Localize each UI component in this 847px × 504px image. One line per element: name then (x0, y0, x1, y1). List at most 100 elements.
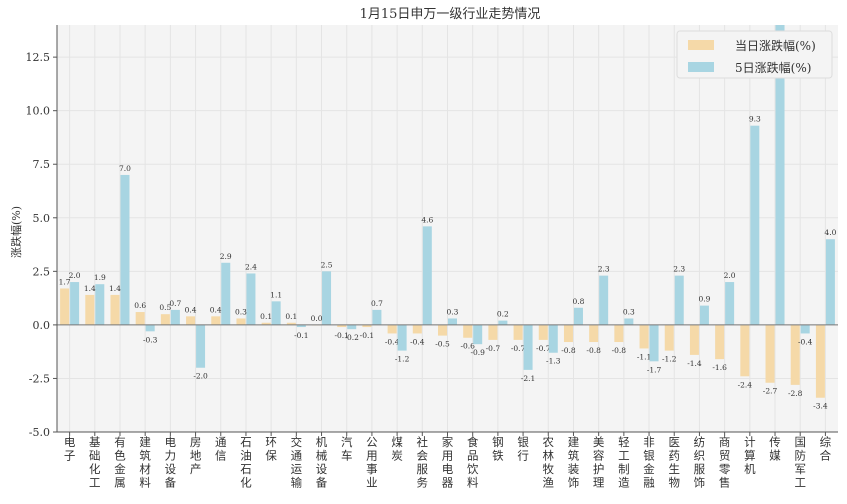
bar-daily (236, 318, 246, 325)
x-tick-label: 轻工制造 (618, 435, 630, 490)
bar-daily (815, 324, 825, 398)
data-label: 0.3 (235, 307, 247, 316)
bar-daily (135, 312, 145, 325)
x-tick-label: 美容护理 (593, 435, 605, 490)
data-label: -1.6 (712, 363, 727, 372)
bar-5day (170, 309, 180, 325)
bar-5day (800, 324, 810, 334)
data-label: -1.3 (546, 357, 561, 366)
bar-daily (664, 324, 674, 351)
bar-5day (271, 301, 281, 325)
data-label: 0.7 (169, 299, 181, 308)
data-label: 2.5 (321, 260, 333, 269)
data-label: 2.3 (598, 265, 610, 274)
data-label: -0.7 (511, 344, 526, 353)
bar-5day (221, 262, 231, 325)
data-label: 4.6 (421, 215, 433, 224)
bar-5day (95, 284, 105, 325)
bar-5day (548, 324, 558, 353)
data-label: -0.4 (385, 337, 400, 346)
x-tick-label: 农林牧渔 (543, 435, 555, 490)
x-tick-label: 非银金融 (643, 435, 655, 490)
bar-daily (765, 324, 775, 383)
data-label: 0.8 (572, 297, 584, 306)
x-tick-label: 建筑材料 (139, 435, 151, 490)
bar-5day (145, 324, 155, 332)
data-label: -1.1 (637, 352, 651, 361)
bar-daily (639, 324, 649, 349)
legend-swatch (688, 40, 714, 50)
x-tick-label: 电子 (64, 435, 76, 463)
bar-5day (624, 318, 634, 325)
data-label: -1.7 (647, 365, 662, 374)
x-tick-label: 纺织服饰 (694, 435, 706, 490)
bar-5day (347, 324, 357, 330)
data-label: -2.7 (763, 387, 778, 396)
bar-daily (563, 324, 573, 343)
bar-daily (438, 324, 447, 336)
bar-5day (322, 271, 332, 325)
data-label: -0.8 (586, 346, 601, 355)
y-tick-label: 7.5 (33, 158, 51, 171)
bar-5day (372, 309, 382, 325)
bar-5day (599, 275, 609, 325)
data-label: -0.8 (561, 346, 576, 355)
bar-5day (725, 282, 735, 325)
x-tick-label: 国防军工 (794, 435, 806, 490)
bar-5day (246, 273, 256, 325)
x-tick-label: 有色金属 (114, 435, 126, 490)
x-tick-label: 钢铁 (492, 435, 504, 463)
data-label: 0.5 (159, 303, 171, 312)
bar-5day (422, 226, 432, 325)
data-label: 0.3 (623, 307, 635, 316)
bar-5day (473, 324, 483, 345)
bar-daily (186, 316, 196, 325)
bar-daily (790, 324, 800, 385)
data-label: 1.9 (94, 273, 106, 282)
data-label: 0.3 (447, 307, 459, 316)
x-tick-label: 环保 (265, 435, 277, 463)
data-label: -0.7 (486, 344, 501, 353)
bar-daily (60, 288, 70, 325)
bar-5day (120, 174, 130, 325)
legend-swatch (688, 62, 714, 72)
bar-daily (286, 322, 296, 325)
x-tick-label: 电力设备 (165, 435, 177, 490)
data-label: 2.9 (220, 252, 232, 261)
bar-daily (538, 324, 548, 340)
bar-daily (614, 324, 624, 343)
data-label: -0.9 (470, 348, 485, 357)
x-tick-label: 机械设备 (316, 435, 328, 490)
x-tick-label: 家用电器 (442, 435, 454, 490)
bar-daily (211, 316, 221, 325)
bar-daily (160, 314, 170, 325)
bar-daily (337, 324, 347, 328)
data-label: -2.1 (521, 374, 535, 383)
bar-daily (412, 324, 422, 334)
data-label: 2.0 (69, 271, 81, 280)
bar-5day (523, 324, 533, 370)
data-label: -0.1 (294, 331, 308, 340)
data-label: 0.1 (260, 312, 272, 321)
x-tick-label: 石油石化 (240, 435, 252, 490)
data-label: 1.7 (59, 277, 71, 286)
data-label: 0.0 (311, 314, 323, 323)
legend-label: 当日涨跌幅(%) (735, 38, 816, 53)
bar-5day (498, 320, 508, 325)
y-tick-label: 10.0 (26, 105, 51, 118)
bar-5day (649, 324, 659, 362)
data-label: 1.1 (270, 290, 282, 299)
chart-title: 1月15日申万一级行业走势情况 (360, 6, 541, 22)
bar-daily (513, 324, 523, 340)
x-tick-label: 基础化工 (89, 435, 101, 490)
data-label: -0.8 (612, 346, 627, 355)
bar-daily (463, 324, 473, 338)
data-label: 2.4 (245, 262, 257, 271)
bar-daily (362, 324, 372, 328)
bar-daily (85, 294, 95, 325)
x-tick-label: 建筑装饰 (568, 435, 580, 490)
bar-5day (397, 324, 407, 351)
x-tick-label: 计算机 (744, 435, 756, 476)
bar-5day (196, 324, 206, 368)
